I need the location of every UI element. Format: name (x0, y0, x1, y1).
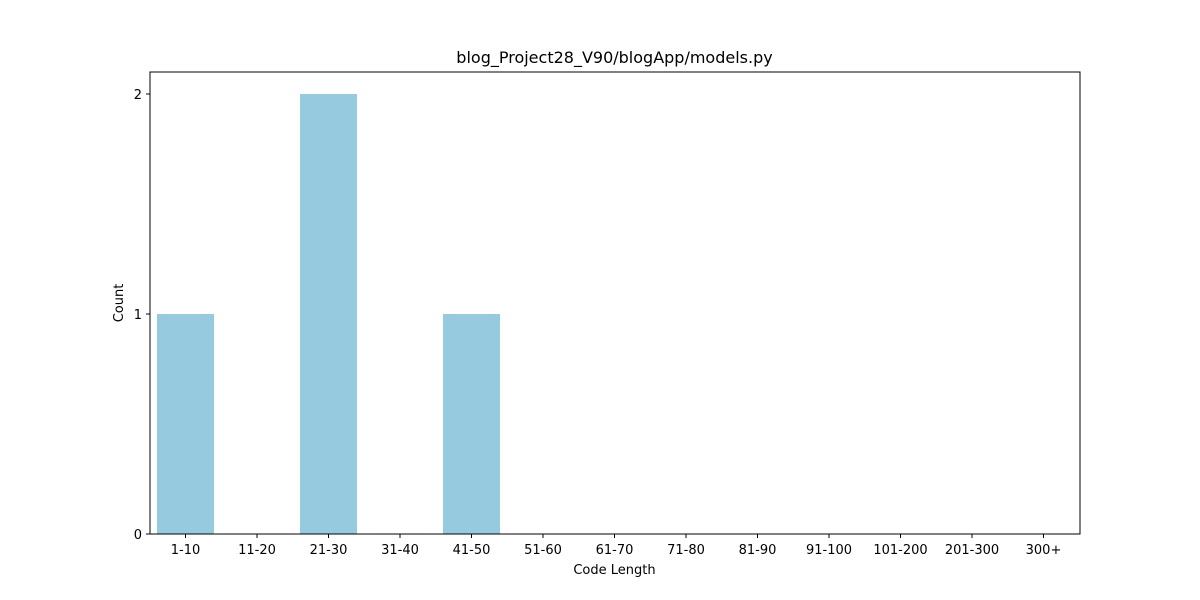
x-tick-label: 300+ (1026, 543, 1062, 558)
y-tick-label: 0 (134, 528, 142, 543)
bar-21-30 (300, 94, 357, 534)
bar-41-50 (443, 314, 500, 534)
x-tick-label: 201-300 (945, 543, 999, 558)
x-tick-label: 91-100 (806, 543, 852, 558)
x-axis-label: Code Length (573, 563, 655, 578)
x-tick-label: 11-20 (238, 543, 276, 558)
x-tick-label: 31-40 (381, 543, 419, 558)
x-tick-label: 41-50 (453, 543, 491, 558)
x-tick-label: 81-90 (739, 543, 777, 558)
y-axis-label: Count (112, 284, 127, 323)
y-axis-ticks: 0 1 2 (134, 88, 150, 543)
x-tick-label: 61-70 (596, 543, 634, 558)
x-tick-label: 101-200 (873, 543, 927, 558)
x-tick-label: 71-80 (667, 543, 705, 558)
y-tick-label: 2 (134, 88, 142, 103)
x-tick-label: 1-10 (171, 543, 201, 558)
chart-title: blog_Project28_V90/blogApp/models.py (456, 48, 772, 68)
bar-1-10 (157, 314, 214, 534)
plot-area-frame (149, 71, 1081, 535)
x-axis-ticks: 1-10 11-20 21-30 31-40 41-50 51-60 61-70 71-80 8… (171, 534, 1062, 558)
bars-group (157, 94, 500, 534)
x-tick-label: 21-30 (310, 543, 348, 558)
y-tick-label: 1 (134, 308, 142, 323)
x-tick-label: 51-60 (524, 543, 562, 558)
